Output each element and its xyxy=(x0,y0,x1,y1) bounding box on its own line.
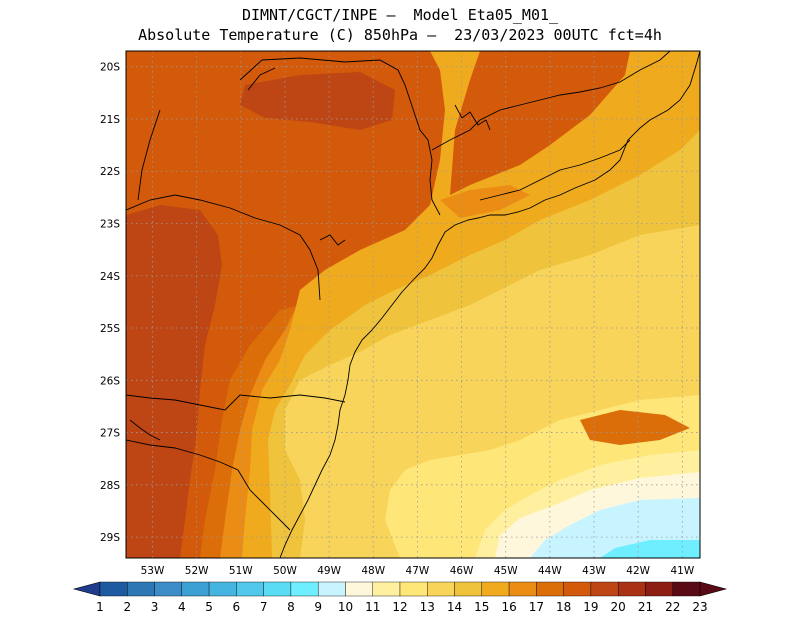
boundaries xyxy=(126,51,700,558)
border-paraguay xyxy=(137,109,161,201)
colorbar-label: 5 xyxy=(205,600,213,614)
colorbar-label: 21 xyxy=(638,600,653,614)
longitude-labels: 53W 52W 51W 50W 49W 48W 47W 46W 45W 44W 43W 42W 41W xyxy=(141,565,695,577)
field-patch-18-sea xyxy=(580,410,690,445)
lat-tick-label: 29S xyxy=(100,532,120,544)
colorbar-swatch xyxy=(427,581,455,597)
lat-tick-label: 20S xyxy=(100,62,120,74)
chart-title-line1: DIMNT/CGCT/INPE — Model Eta05_M01_ xyxy=(241,6,559,24)
colorbar-end-left xyxy=(72,581,101,597)
colorbar: 1 2 3 4 5 6 7 8 9 10 11 12 13 14 15 16 17 18 19 20 21 22 23 xyxy=(72,581,728,614)
border-argentina xyxy=(129,419,161,441)
colorbar-label: 8 xyxy=(287,600,295,614)
border-rj xyxy=(479,139,631,201)
colorbar-swatch xyxy=(645,581,673,597)
lon-tick-label: 50W xyxy=(273,565,297,577)
latitude-labels: 20S 21S 22S 23S 24S 25S 26S 27S 28S 29S xyxy=(100,62,120,544)
colorbar-swatch xyxy=(481,581,510,597)
lon-tick-label: 47W xyxy=(406,565,430,577)
colorbar-label: 13 xyxy=(420,600,435,614)
chart-title-line2: Absolute Temperature (C) 850hPa — 23/03/… xyxy=(138,26,662,44)
colorbar-label: 16 xyxy=(501,600,516,614)
colorbar-swatch xyxy=(454,581,483,597)
border-pr-sc xyxy=(126,394,346,411)
plot-frame xyxy=(125,50,701,559)
lon-tick-label: 48W xyxy=(361,565,385,577)
lon-tick-label: 53W xyxy=(141,565,165,577)
lon-tick-label: 46W xyxy=(450,565,474,577)
colorbar-swatch xyxy=(399,581,428,597)
colorbar-swatch xyxy=(672,581,701,597)
colorbar-label: 11 xyxy=(365,600,380,614)
colorbar-swatch xyxy=(617,581,646,597)
colorbar-label: 23 xyxy=(692,600,707,614)
colorbar-label: 12 xyxy=(392,600,407,614)
colorbar-swatch xyxy=(154,581,183,597)
colorbar-end-right xyxy=(699,581,728,597)
colorbar-swatch xyxy=(263,581,292,597)
colorbar-label: 10 xyxy=(338,600,353,614)
colorbar-swatch xyxy=(536,581,564,597)
colorbar-swatch xyxy=(508,581,537,597)
field-band-20-west xyxy=(126,205,222,558)
lat-tick-label: 23S xyxy=(100,218,120,230)
lon-tick-label: 43W xyxy=(582,565,606,577)
lat-tick-label: 24S xyxy=(100,271,120,283)
colorbar-label: 20 xyxy=(611,600,626,614)
lat-tick-label: 28S xyxy=(100,480,120,492)
colorbar-swatch xyxy=(345,581,373,597)
field-band-20-north xyxy=(240,72,395,130)
lon-tick-label: 52W xyxy=(185,565,209,577)
colorbar-swatch xyxy=(181,581,210,597)
lat-tick-label: 26S xyxy=(100,375,120,387)
colorbar-label: 14 xyxy=(447,600,462,614)
colorbar-label: 6 xyxy=(233,600,241,614)
lon-tick-label: 44W xyxy=(538,565,562,577)
colorbar-label: 17 xyxy=(529,600,544,614)
field-band-9 xyxy=(600,540,700,558)
lon-tick-label: 49W xyxy=(317,565,341,577)
lake-sp xyxy=(319,234,346,246)
lat-tick-label: 27S xyxy=(100,428,120,440)
lon-tick-label: 51W xyxy=(229,565,253,577)
lon-tick-label: 45W xyxy=(494,565,518,577)
colorbar-label: 3 xyxy=(151,600,159,614)
colorbar-label: 4 xyxy=(178,600,186,614)
colorbar-label: 7 xyxy=(260,600,268,614)
lat-tick-label: 25S xyxy=(100,323,120,335)
lat-tick-label: 21S xyxy=(100,114,120,126)
lake-mg xyxy=(454,104,491,131)
border-mg-rj-es xyxy=(431,51,671,151)
colorbar-swatch xyxy=(563,581,592,597)
colorbar-label: 2 xyxy=(123,600,131,614)
coastline xyxy=(279,51,700,558)
lat-tick-label: 22S xyxy=(100,166,120,178)
colorbar-label: 19 xyxy=(583,600,598,614)
colorbar-swatch xyxy=(372,581,401,597)
colorbar-swatch xyxy=(99,581,128,597)
river-parana xyxy=(247,67,276,91)
colorbar-swatch xyxy=(208,581,237,597)
colorbar-label: 1 xyxy=(96,600,104,614)
border-sp-mg xyxy=(239,57,441,216)
lon-tick-label: 41W xyxy=(670,565,694,577)
colorbar-swatch xyxy=(590,581,619,597)
border-sc-rs xyxy=(126,439,291,531)
colorbar-label: 9 xyxy=(314,600,322,614)
colorbar-swatch xyxy=(127,581,155,597)
colorbar-label: 22 xyxy=(665,600,680,614)
colorbar-swatch xyxy=(317,581,346,597)
colorbar-label: 15 xyxy=(474,600,489,614)
colorbar-swatch xyxy=(236,581,264,597)
colorbar-swatch xyxy=(290,581,319,597)
colorbar-label: 18 xyxy=(556,600,571,614)
graticule xyxy=(126,51,700,558)
border-ms-sp xyxy=(126,194,321,301)
temperature-field xyxy=(126,51,700,558)
lon-tick-label: 42W xyxy=(626,565,650,577)
